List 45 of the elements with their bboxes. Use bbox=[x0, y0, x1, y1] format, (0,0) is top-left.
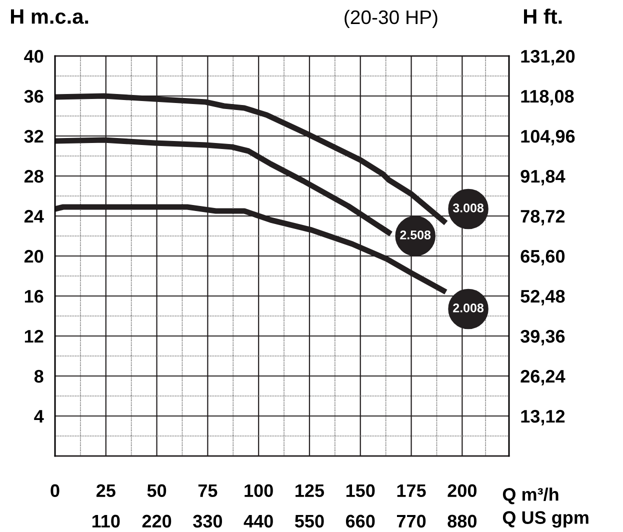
x-tick-label: 125 bbox=[296, 484, 324, 498]
y-tick-label: 40 bbox=[24, 50, 44, 63]
x2-tick-label: 110 bbox=[92, 514, 120, 528]
chart-title: (20-30 HP) bbox=[344, 10, 438, 28]
y2-tick-label: 26,24 bbox=[520, 370, 566, 386]
x-axis-title: Q m³/h bbox=[502, 488, 558, 504]
x-tick-label: 150 bbox=[346, 484, 375, 498]
y-tick-label: 8 bbox=[34, 370, 44, 383]
x-tick-label: 200 bbox=[448, 484, 476, 498]
y-tick-label: 28 bbox=[24, 170, 44, 183]
y-tick-label: 24 bbox=[24, 210, 44, 223]
y2-tick-label: 78,72 bbox=[520, 210, 565, 226]
y2-tick-label: 52,48 bbox=[520, 290, 565, 306]
x-tick-label: 50 bbox=[147, 484, 166, 498]
series-label: 2.508 bbox=[400, 230, 431, 240]
y2-tick-label: 91,84 bbox=[520, 170, 566, 186]
x2-axis-title: Q US gpm bbox=[502, 511, 588, 528]
x2-tick-label: 220 bbox=[142, 514, 172, 528]
x-tick-label: 100 bbox=[244, 484, 273, 498]
y2-axis-title: H ft. bbox=[524, 8, 562, 24]
y-tick-label: 32 bbox=[24, 130, 44, 143]
x2-tick-label: 550 bbox=[294, 514, 324, 528]
y-tick-label: 16 bbox=[24, 290, 44, 303]
x2-tick-label: 770 bbox=[396, 514, 426, 528]
y2-tick-label: 118,08 bbox=[521, 90, 574, 106]
y-tick-label: 36 bbox=[24, 90, 44, 103]
x2-tick-label: 880 bbox=[448, 514, 476, 528]
x-tick-label: 175 bbox=[397, 484, 426, 498]
y-tick-label: 12 bbox=[24, 330, 44, 343]
series-label: 3.008 bbox=[452, 204, 484, 212]
x2-tick-label: 660 bbox=[346, 514, 375, 528]
y-axis-title: H m.c.a. bbox=[10, 9, 88, 24]
y-tick-label: 4 bbox=[34, 410, 44, 423]
y2-tick-label: 104,96 bbox=[521, 130, 575, 146]
y2-tick-label: 131,20 bbox=[521, 50, 575, 66]
x-tick-label: 0 bbox=[50, 484, 60, 498]
series-label: 2.008 bbox=[453, 304, 484, 312]
y-tick-label: 20 bbox=[24, 250, 44, 263]
y2-tick-label: 13,12 bbox=[521, 410, 565, 426]
x-tick-label: 25 bbox=[96, 484, 116, 498]
x-tick-label: 75 bbox=[198, 484, 218, 498]
x2-tick-label: 440 bbox=[244, 514, 273, 528]
y2-tick-label: 65,60 bbox=[520, 250, 565, 266]
x2-tick-label: 330 bbox=[193, 514, 222, 528]
y2-tick-label: 39,36 bbox=[520, 330, 565, 346]
